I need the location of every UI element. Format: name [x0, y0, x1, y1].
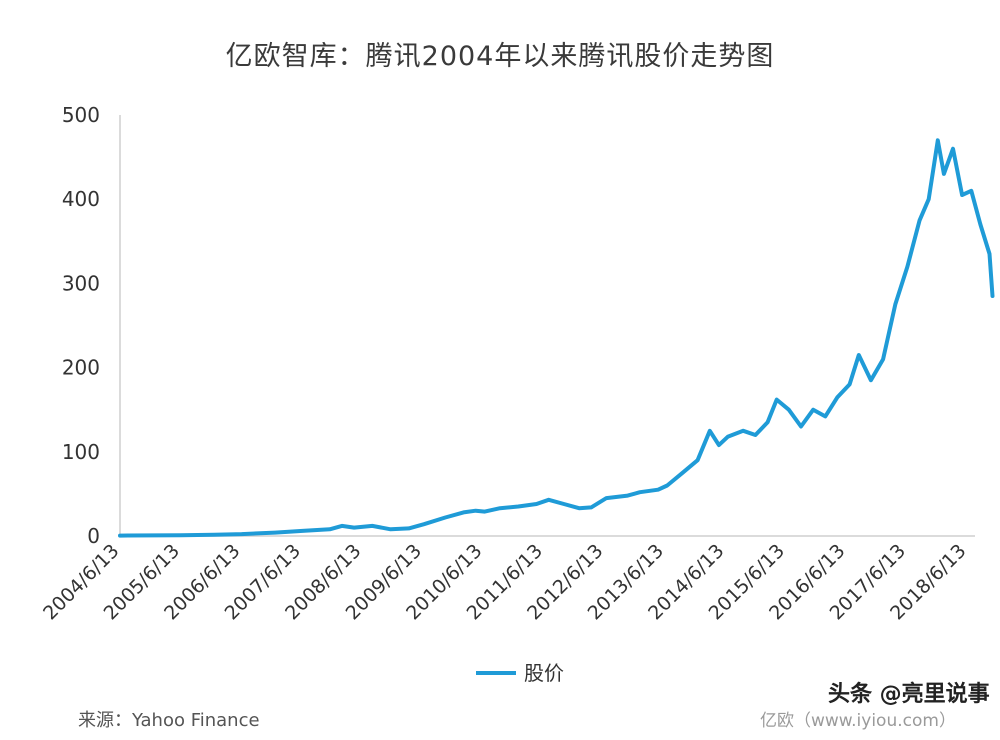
- y-tick-label: 500: [62, 103, 100, 127]
- chart-title: 亿欧智库：腾讯2004年以来腾讯股价走势图: [225, 41, 775, 72]
- legend: 股价: [476, 661, 564, 685]
- y-tick-label: 200: [62, 356, 100, 380]
- y-tick-label: 400: [62, 187, 100, 211]
- y-tick-label: 100: [62, 440, 100, 464]
- legend-label: 股价: [524, 661, 564, 685]
- y-tick-label: 0: [87, 524, 100, 548]
- source-note: 来源：Yahoo Finance: [78, 710, 260, 731]
- y-tick-label: 300: [62, 271, 100, 295]
- watermark-account: 头条 @亮里说事: [828, 682, 990, 707]
- watermark-credit: 亿欧（www.iyiou.com）: [760, 711, 956, 731]
- series-line-price: [118, 138, 995, 538]
